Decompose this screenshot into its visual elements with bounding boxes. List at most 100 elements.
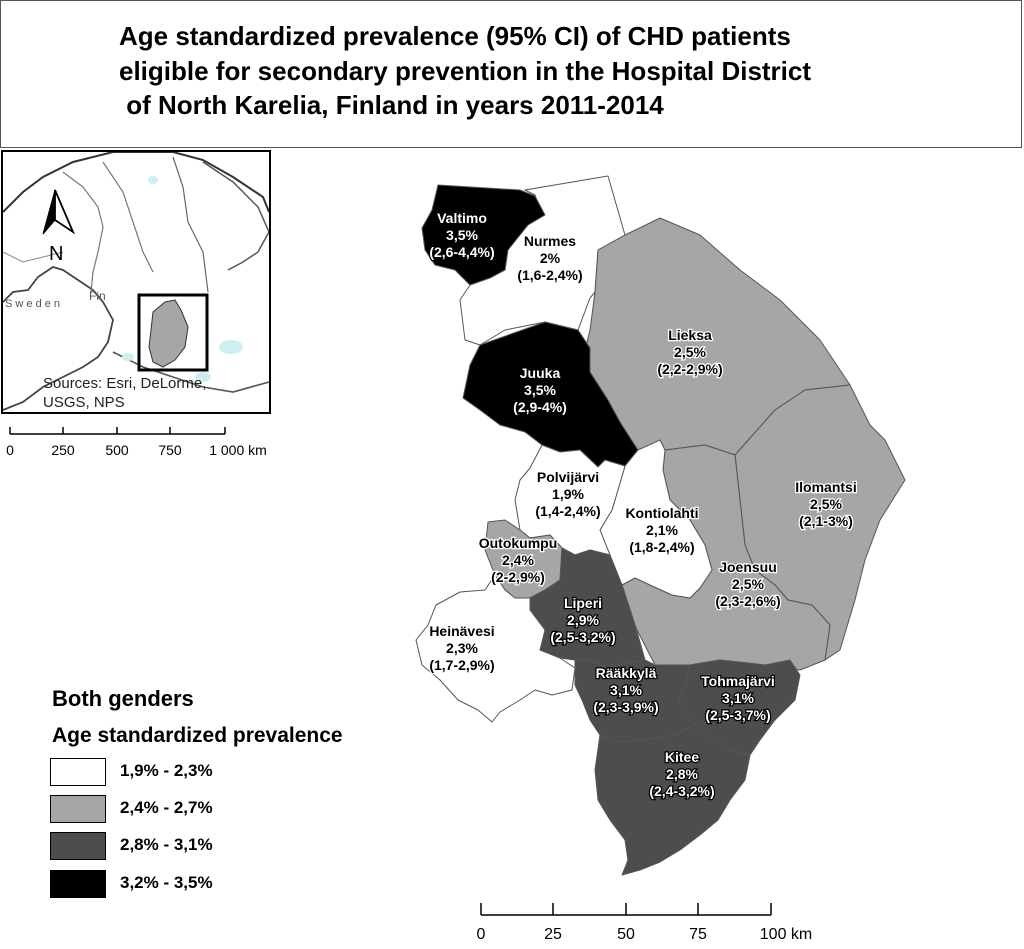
- label-name: Kontiolahti: [625, 505, 698, 521]
- title-box: Age standardized prevalence (95% CI) of …: [0, 0, 1022, 148]
- main-scale-bar: 0 25 50 75 100 km: [477, 903, 812, 943]
- inset-map-graphic: N S w e d e n Fin: [3, 152, 269, 412]
- label-name: Liperi: [564, 595, 602, 611]
- label-value: 2,1%: [646, 522, 678, 538]
- inset-region-highlight: [148, 299, 189, 368]
- label-value: 3,5%: [524, 382, 556, 398]
- label-ci: (2,9-4%): [513, 399, 567, 415]
- label-name: Valtimo: [437, 210, 487, 226]
- label-ci: (2,2-2,9%): [657, 361, 722, 377]
- inset-region-label: Fin: [89, 289, 106, 303]
- label-ilomantsi: Ilomantsi 2,5% (2,1-3%): [795, 479, 856, 529]
- legend-heading: Both genders: [52, 686, 194, 711]
- label-ci: (2,4-3,2%): [649, 783, 714, 799]
- label-value: 2,3%: [446, 640, 478, 656]
- inset-scale-tick-500: 500: [105, 442, 129, 458]
- inset-scale-tick-750: 750: [158, 442, 182, 458]
- legend-item: 3,2% - 3,5%: [50, 870, 350, 900]
- label-ci: (1,6-2,4%): [517, 267, 582, 283]
- legend-label: 2,4% - 2,7%: [120, 798, 213, 817]
- main-scale-tick-100: 100 km: [760, 926, 812, 943]
- label-value: 3,5%: [446, 227, 478, 243]
- label-ci: (1,8-2,4%): [629, 539, 694, 555]
- label-name: Juuka: [520, 365, 561, 381]
- region-valtimo: [421, 184, 546, 286]
- legend-label: 2,8% - 3,1%: [120, 835, 213, 854]
- inset-country-label: S w e d e n: [5, 298, 60, 310]
- main-scale-tick-50: 50: [617, 926, 635, 943]
- label-nurmes: Nurmes 2% (1,6-2,4%): [517, 233, 582, 283]
- label-name: Kitee: [665, 749, 699, 765]
- legend-item: 2,4% - 2,7%: [50, 795, 350, 825]
- label-lieksa: Lieksa 2,5% (2,2-2,9%): [657, 327, 722, 377]
- legend-label: 1,9% - 2,3%: [120, 761, 213, 780]
- legend-label: 3,2% - 3,5%: [120, 873, 213, 892]
- label-raakkyla: Rääkkylä 3,1% (2,3-3,9%): [593, 665, 658, 715]
- label-tohmajarvi: Tohmajärvi 3,1% (2,5-3,7%): [701, 673, 775, 723]
- label-kitee: Kitee 2,8% (2,4-3,2%): [649, 749, 714, 799]
- map-title-line-2: eligible for secondary prevention in the…: [119, 56, 812, 86]
- north-label: N: [49, 243, 63, 265]
- label-value: 2,8%: [666, 766, 698, 782]
- label-value: 2,4%: [502, 552, 534, 568]
- legend-subheading: Age standardized prevalence: [52, 724, 343, 747]
- label-valtimo: Valtimo 3,5% (2,6-4,4%): [429, 210, 494, 260]
- label-name: Rääkkylä: [596, 665, 657, 681]
- label-liperi: Liperi 2,9% (2,5-3,2%): [550, 595, 615, 645]
- legend-swatch: [50, 795, 106, 823]
- region-tohmajarvi: [677, 659, 801, 756]
- inset-scale-tick-250: 250: [51, 442, 75, 458]
- label-ci: (2,5-3,2%): [550, 629, 615, 645]
- label-juuka: Juuka 3,5% (2,9-4%): [513, 365, 567, 415]
- label-ci: (1,4-2,4%): [535, 503, 600, 519]
- region-kitee: [594, 724, 751, 876]
- main-scale-tick-25: 25: [544, 926, 562, 943]
- label-heinavesi: Heinävesi 2,3% (1,7-2,9%): [429, 623, 494, 673]
- legend-item: 2,8% - 3,1%: [50, 832, 350, 862]
- map-title-line-3: of North Karelia, Finland in years 2011-…: [119, 90, 664, 120]
- inset-credit: Sources: Esri, DeLorme, USGS, NPS: [43, 374, 233, 412]
- label-name: Lieksa: [668, 327, 712, 343]
- label-name: Tohmajärvi: [701, 673, 775, 689]
- legend-item: 1,9% - 2,3%: [50, 758, 350, 788]
- label-name: Outokumpu: [479, 535, 558, 551]
- map-title-line-1: Age standardized prevalence (95% CI) of …: [119, 21, 791, 51]
- inset-locator-map: N S w e d e n Fin Sources: Esri, DeLorme…: [1, 150, 271, 414]
- label-value: 2,5%: [810, 496, 842, 512]
- label-value: 2%: [540, 250, 561, 266]
- legend-swatch: [50, 870, 106, 898]
- main-scale-tick-0: 0: [477, 926, 486, 943]
- inset-extent-box: [137, 293, 209, 372]
- label-name: Polvijärvi: [537, 469, 599, 485]
- label-ci: (2,6-4,4%): [429, 244, 494, 260]
- inset-scale-tick-1000: 1 000 km: [209, 442, 267, 458]
- legend-swatch: [50, 832, 106, 860]
- label-name: Heinävesi: [429, 623, 494, 639]
- main-scale-tick-75: 75: [689, 926, 707, 943]
- label-ci: (2,3-2,6%): [715, 593, 780, 609]
- label-name: Joensuu: [719, 559, 777, 575]
- label-ci: (2,3-3,9%): [593, 699, 658, 715]
- label-value: 2,5%: [674, 344, 706, 360]
- label-name: Ilomantsi: [795, 479, 856, 495]
- label-name: Nurmes: [524, 233, 576, 249]
- label-ci: (2-2,9%): [491, 569, 545, 585]
- label-outokumpu: Outokumpu 2,4% (2-2,9%): [479, 535, 558, 585]
- inset-credit-line-2: USGS, NPS: [43, 394, 125, 411]
- label-value: 2,5%: [732, 576, 764, 592]
- legend-swatch: [50, 758, 106, 786]
- label-joensuu: Joensuu 2,5% (2,3-2,6%): [715, 559, 780, 609]
- label-value: 3,1%: [722, 690, 754, 706]
- region-heinavesi: [415, 574, 576, 723]
- label-ci: (1,7-2,9%): [429, 657, 494, 673]
- inset-credit-line-1: Sources: Esri, DeLorme,: [43, 375, 207, 392]
- label-value: 3,1%: [610, 682, 642, 698]
- inset-scale-tick-0: 0: [6, 442, 14, 458]
- label-ci: (2,5-3,7%): [705, 707, 770, 723]
- label-ci: (2,1-3%): [799, 513, 853, 529]
- label-value: 1,9%: [552, 486, 584, 502]
- label-kontiolahti: Kontiolahti 2,1% (1,8-2,4%): [625, 505, 698, 555]
- label-polvijarvi: Polvijärvi 1,9% (1,4-2,4%): [535, 469, 600, 519]
- inset-scale-bar: 0 250 500 750 1 000 km: [6, 427, 267, 458]
